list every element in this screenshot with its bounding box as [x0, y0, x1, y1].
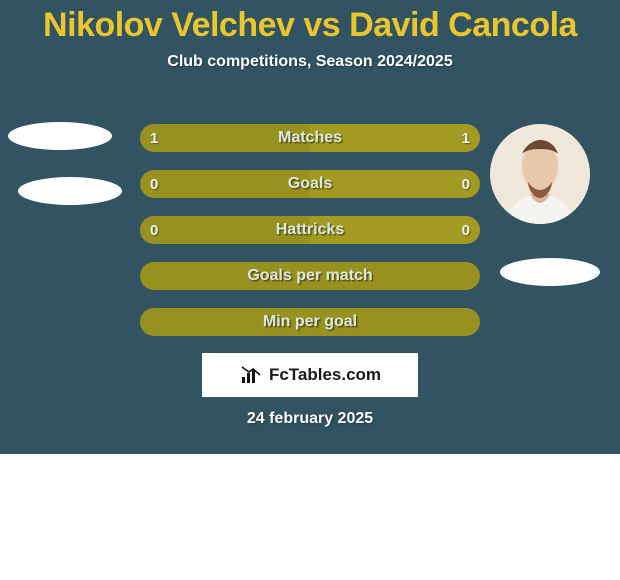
- stat-row: Goals per match: [140, 262, 480, 290]
- page-subtitle: Club competitions, Season 2024/2025: [0, 53, 620, 71]
- player-right-avatar-placeholder: [500, 258, 600, 286]
- stat-value-right: 1: [462, 124, 470, 152]
- stat-bar-left: [140, 216, 310, 244]
- stat-bar-left: [140, 262, 480, 290]
- page-title: Nikolov Velchev vs David Cancola: [0, 0, 620, 45]
- stat-bar-left: [140, 308, 480, 336]
- stat-value-left: 0: [150, 170, 158, 198]
- person-icon: [490, 124, 590, 224]
- player-left-avatar-placeholder: [8, 122, 112, 150]
- stat-row: Goals00: [140, 170, 480, 198]
- brand-text: FcTables.com: [269, 365, 381, 385]
- comparison-panel: Nikolov Velchev vs David Cancola Club co…: [0, 0, 620, 454]
- stat-bar-right: [310, 170, 480, 198]
- stat-value-left: 1: [150, 124, 158, 152]
- stat-row: Min per goal: [140, 308, 480, 336]
- stat-bar-right: [310, 216, 480, 244]
- player-right-avatar: [490, 124, 590, 224]
- bar-chart-icon: [239, 363, 263, 387]
- stat-bars: Matches11Goals00Hattricks00Goals per mat…: [140, 124, 480, 354]
- footer-date: 24 february 2025: [0, 410, 620, 428]
- stat-value-right: 0: [462, 216, 470, 244]
- stat-bar-left: [140, 124, 310, 152]
- stat-row: Hattricks00: [140, 216, 480, 244]
- stat-row: Matches11: [140, 124, 480, 152]
- stat-value-left: 0: [150, 216, 158, 244]
- player-left-avatar-placeholder-2: [18, 177, 122, 205]
- stat-bar-right: [310, 124, 480, 152]
- brand-badge: FcTables.com: [202, 353, 418, 397]
- stat-value-right: 0: [462, 170, 470, 198]
- stat-bar-left: [140, 170, 310, 198]
